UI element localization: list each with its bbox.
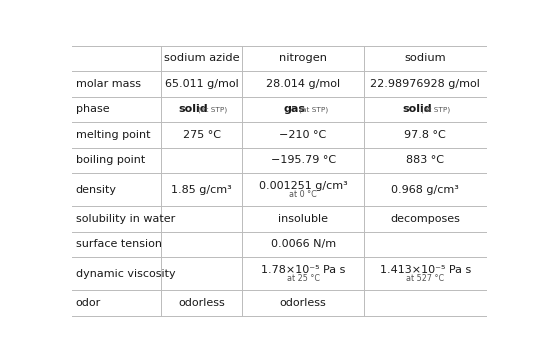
Text: 65.011 g/mol: 65.011 g/mol bbox=[165, 79, 239, 89]
Text: 1.413×10⁻⁵ Pa s: 1.413×10⁻⁵ Pa s bbox=[380, 266, 471, 275]
Text: 28.014 g/mol: 28.014 g/mol bbox=[266, 79, 340, 89]
Text: sodium: sodium bbox=[404, 53, 446, 63]
Text: odorless: odorless bbox=[280, 298, 326, 308]
Text: solubility in water: solubility in water bbox=[76, 214, 175, 224]
Text: 883 °C: 883 °C bbox=[406, 155, 444, 165]
Text: 0.0066 N/m: 0.0066 N/m bbox=[270, 240, 336, 250]
Text: dynamic viscosity: dynamic viscosity bbox=[76, 269, 175, 279]
Text: −195.79 °C: −195.79 °C bbox=[270, 155, 336, 165]
Text: surface tension: surface tension bbox=[76, 240, 162, 250]
Text: at 0 °C: at 0 °C bbox=[289, 189, 317, 199]
Text: 275 °C: 275 °C bbox=[183, 130, 221, 140]
Text: 1.78×10⁻⁵ Pa s: 1.78×10⁻⁵ Pa s bbox=[261, 266, 346, 275]
Text: molar mass: molar mass bbox=[76, 79, 141, 89]
Text: insoluble: insoluble bbox=[278, 214, 328, 224]
Text: at 25 °C: at 25 °C bbox=[287, 274, 319, 283]
Text: 1.85 g/cm³: 1.85 g/cm³ bbox=[171, 185, 232, 195]
Text: odor: odor bbox=[76, 298, 101, 308]
Text: solid: solid bbox=[178, 104, 208, 114]
Text: 22.98976928 g/mol: 22.98976928 g/mol bbox=[370, 79, 480, 89]
Text: melting point: melting point bbox=[76, 130, 150, 140]
Text: −210 °C: −210 °C bbox=[280, 130, 327, 140]
Text: odorless: odorless bbox=[178, 298, 225, 308]
Text: phase: phase bbox=[76, 104, 110, 114]
Text: 97.8 °C: 97.8 °C bbox=[404, 130, 446, 140]
Text: (at STP): (at STP) bbox=[421, 106, 450, 113]
Text: solid: solid bbox=[402, 104, 432, 114]
Text: nitrogen: nitrogen bbox=[279, 53, 327, 63]
Text: gas: gas bbox=[283, 104, 306, 114]
Text: boiling point: boiling point bbox=[76, 155, 145, 165]
Text: density: density bbox=[76, 185, 117, 195]
Text: 0.968 g/cm³: 0.968 g/cm³ bbox=[391, 185, 459, 195]
Text: (at STP): (at STP) bbox=[299, 106, 328, 113]
Text: at 527 °C: at 527 °C bbox=[406, 274, 444, 283]
Text: decomposes: decomposes bbox=[390, 214, 460, 224]
Text: (at STP): (at STP) bbox=[198, 106, 227, 113]
Text: 0.001251 g/cm³: 0.001251 g/cm³ bbox=[259, 181, 348, 191]
Text: sodium azide: sodium azide bbox=[164, 53, 239, 63]
